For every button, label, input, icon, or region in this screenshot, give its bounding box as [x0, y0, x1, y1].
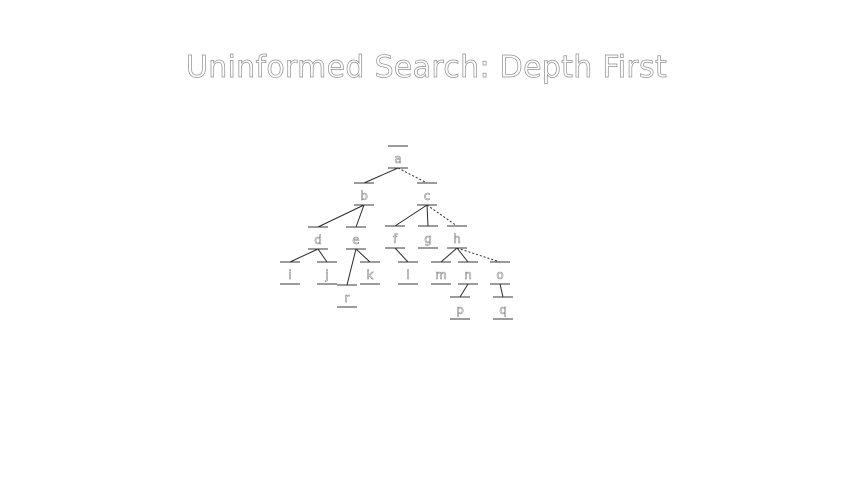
- tree-node-f: f: [385, 225, 405, 249]
- edge-e-r: [346, 248, 357, 286]
- edge-a-b: [363, 167, 399, 184]
- edge-f-l: [394, 247, 409, 263]
- tree-node-l: l: [398, 261, 418, 285]
- edge-a-c: [397, 167, 428, 184]
- node-label: l: [406, 268, 409, 282]
- node-label: f: [393, 232, 398, 246]
- tree-node-b: b: [354, 182, 374, 206]
- tree-node-k: k: [360, 261, 380, 285]
- tree-node-q: q: [493, 296, 513, 320]
- edge-b-e: [355, 204, 365, 228]
- node-label: m: [435, 268, 447, 282]
- node-label: n: [464, 268, 472, 282]
- tree-node-h: h: [447, 225, 467, 249]
- tree-node-c: c: [417, 182, 437, 206]
- node-label: e: [352, 233, 359, 247]
- node-label: i: [288, 268, 291, 282]
- edge-c-f: [394, 204, 428, 227]
- node-label: h: [453, 232, 461, 246]
- tree-node-m: m: [431, 261, 451, 285]
- node-label: o: [496, 268, 503, 282]
- edge-c-g: [426, 204, 429, 227]
- tree-node-p: p: [450, 296, 470, 320]
- node-label: r: [345, 291, 350, 305]
- tree-node-o: o: [490, 261, 510, 285]
- edge-e-k: [355, 248, 371, 263]
- edge-c-h: [426, 204, 458, 227]
- edge-o-q: [499, 283, 504, 298]
- tree-node-n: n: [458, 261, 478, 285]
- edge-h-m: [440, 247, 458, 263]
- tree-node-r: r: [337, 284, 357, 308]
- edge-b-d: [317, 204, 365, 228]
- node-label: g: [424, 232, 432, 246]
- node-label: d: [314, 233, 322, 247]
- node-label: q: [499, 303, 507, 317]
- node-label: j: [324, 268, 328, 282]
- edge-d-i: [289, 248, 319, 263]
- edge-n-p: [459, 283, 469, 298]
- slide-title: Uninformed Search: Depth First: [185, 50, 668, 86]
- tree-node-j: j: [317, 261, 337, 285]
- tree-node-e: e: [346, 226, 366, 250]
- edge-h-o: [456, 247, 501, 263]
- tree-node-d: d: [308, 226, 328, 250]
- node-label: a: [394, 152, 401, 166]
- tree-node-a: a: [388, 145, 408, 169]
- edge-d-j: [317, 248, 328, 263]
- node-label: b: [360, 189, 368, 203]
- node-label: c: [424, 189, 431, 203]
- tree-node-i: i: [280, 261, 300, 285]
- node-label: k: [367, 268, 374, 282]
- node-label: p: [456, 303, 464, 317]
- tree-node-g: g: [418, 225, 438, 249]
- edge-h-n: [456, 247, 469, 263]
